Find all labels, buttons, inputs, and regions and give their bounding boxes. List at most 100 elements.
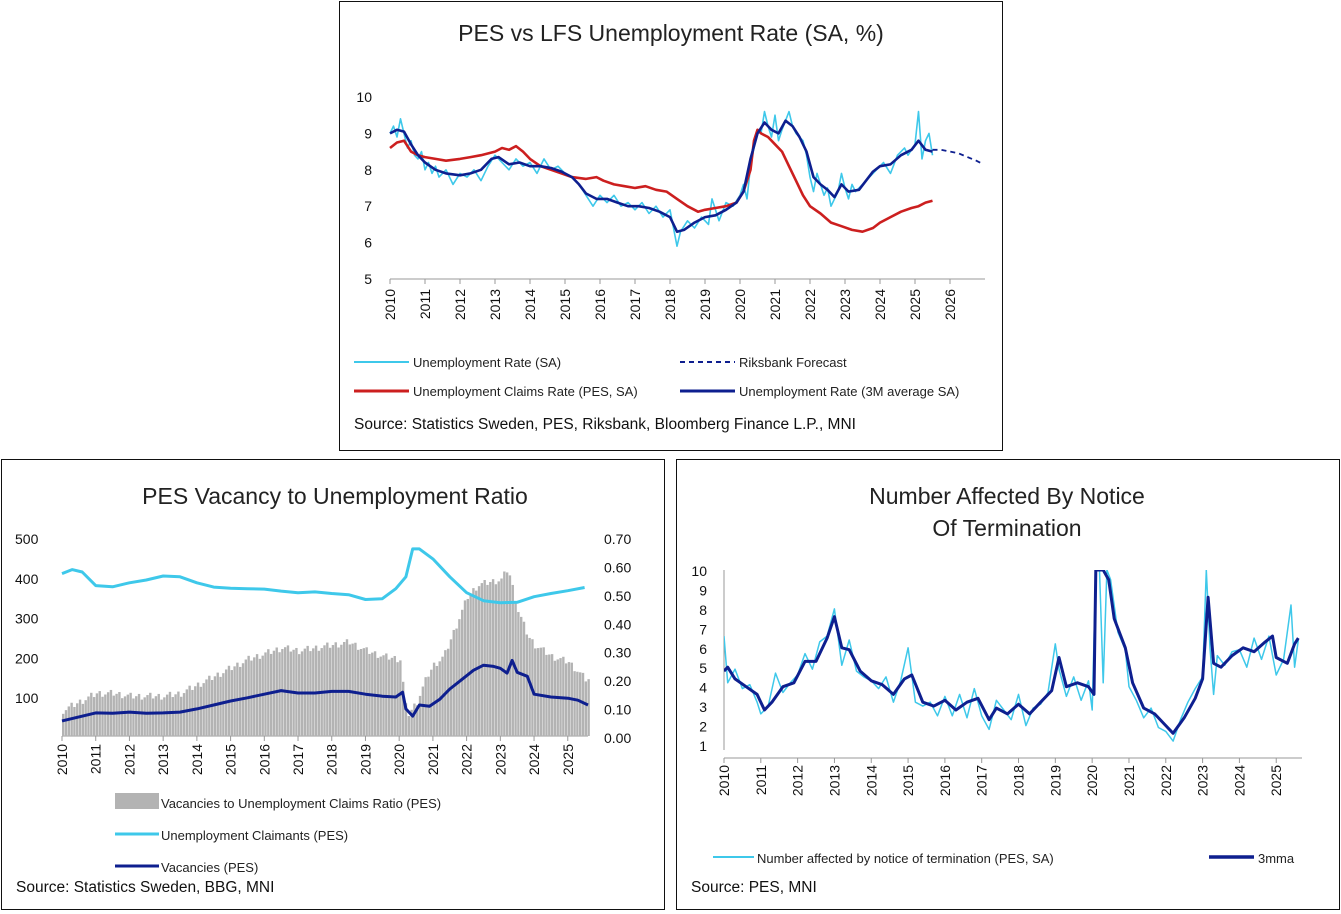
x-tick-label: 2023	[1195, 765, 1211, 796]
ratio-bar	[160, 699, 163, 736]
ratio-bar	[154, 696, 158, 736]
y-tick-label: 5	[364, 271, 372, 287]
ratio-bar	[137, 693, 141, 736]
ratio-bar	[483, 580, 486, 736]
ratio-bar	[430, 669, 433, 736]
source-note: Source: Statistics Sweden, PES, Riksbank…	[354, 416, 856, 433]
ratio-bar	[126, 694, 130, 736]
chart-panel-notice-of-termination: Number Affected By Notice Of Termination …	[676, 459, 1340, 910]
ratio-bar	[239, 666, 242, 736]
ratio-bar	[508, 575, 512, 736]
ratio-bar	[410, 709, 413, 736]
chart-svg-2: PES Vacancy to Unemployment Ratio 100 200…	[15, 483, 631, 896]
ratio-bar	[407, 716, 410, 736]
series-line-3mma	[724, 570, 1300, 735]
x-tick-label: 2021	[1121, 765, 1137, 796]
series-line-vacancies-pes-	[61, 658, 589, 723]
y-right-tick-label: 0.40	[604, 616, 631, 632]
ratio-bar	[115, 693, 118, 736]
source-note: Source: PES, MNI	[691, 879, 817, 896]
y-tick-label: 9	[699, 582, 707, 598]
ratio-bar	[458, 619, 461, 736]
ratio-bar	[385, 653, 388, 736]
y-tick-label: 7	[699, 621, 707, 637]
ratio-bar	[480, 583, 484, 736]
ratio-bar	[84, 700, 87, 736]
ratio-bar	[587, 679, 590, 736]
y-right-tick-label: 0.30	[604, 645, 631, 661]
x-tick-label: 2013	[487, 289, 503, 320]
x-tick-label: 2012	[790, 765, 806, 796]
ratio-bar	[505, 572, 509, 736]
ratio-bar	[104, 694, 107, 736]
ratio-bar	[469, 593, 472, 736]
chart-svg-1: PES vs LFS Unemployment Rate (SA, %) 5 6 7…	[354, 20, 985, 433]
y-left-tick-label: 200	[15, 650, 39, 666]
x-tick-label: 2016	[937, 765, 953, 796]
y-tick-label: 4	[699, 680, 707, 696]
chart-panel-vacancy-ratio: PES Vacancy to Unemployment Ratio 100 200…	[1, 459, 665, 910]
ratio-bar	[247, 655, 250, 736]
ratio-bar	[522, 621, 526, 736]
ratio-bar	[177, 691, 180, 736]
legend-label: 3mma	[1258, 851, 1295, 866]
ratio-bar	[466, 598, 470, 736]
x-tick-label: 2018	[662, 289, 678, 320]
chart-title: PES Vacancy to Unemployment Ratio	[142, 483, 528, 509]
x-tick-label: 2018	[1011, 765, 1027, 796]
ratio-bar	[146, 695, 149, 736]
ratio-bar	[365, 647, 368, 736]
ratio-bar	[542, 647, 545, 736]
ratio-bar	[112, 695, 115, 736]
x-tick-label: 2026	[942, 289, 958, 320]
y-right-tick-label: 0.10	[604, 702, 631, 718]
chart-title: Number Affected By Notice Of Termination	[869, 483, 1145, 541]
ratio-bar	[534, 648, 537, 736]
ratio-bar	[67, 706, 71, 736]
legend-label: Number affected by notice of termination…	[757, 851, 1054, 866]
ratio-bar	[143, 697, 146, 736]
x-tick-label: 2012	[121, 744, 137, 775]
legend-label: Vacancies to Unemployment Claims Ratio (…	[161, 796, 441, 811]
x-tick-label: 2010	[382, 289, 398, 320]
ratio-bar	[362, 648, 366, 736]
x-tick-label: 2020	[732, 289, 748, 320]
x-tick-label: 2011	[417, 289, 433, 319]
y-right-tick-label: 0.50	[604, 588, 631, 604]
y-tick-label: 10	[356, 89, 372, 105]
ratio-bar	[191, 689, 194, 736]
ratio-bar	[92, 697, 96, 736]
ratio-bar	[564, 663, 568, 736]
ratio-bar	[132, 698, 135, 736]
x-tick-label: 2012	[452, 289, 468, 320]
x-tick-label: 2015	[900, 765, 916, 796]
ratio-bar	[222, 673, 225, 736]
x-tick-label: 2017	[974, 765, 990, 796]
x-tick-label: 2017	[627, 289, 643, 320]
x-tick-label: 2015	[557, 289, 573, 320]
ratio-bar	[334, 642, 337, 736]
y-tick-label: 3	[699, 699, 707, 715]
y-right-tick-label: 0.60	[604, 559, 631, 575]
series-line-unemployment-claims-rate-pes-sa-	[389, 128, 933, 233]
ratio-bar	[500, 578, 503, 736]
chart-svg-3: Number Affected By Notice Of Termination …	[691, 483, 1302, 896]
x-tick-label: 2014	[522, 289, 538, 320]
series-line-riksbank-forecast	[932, 148, 984, 166]
y-tick-label: 1	[699, 738, 707, 754]
x-tick-label: 2022	[802, 289, 818, 320]
ratio-bar	[81, 703, 85, 736]
ratio-bar	[210, 679, 214, 736]
legend-label: Riksbank Forecast	[739, 355, 847, 370]
x-tick-label: 2016	[256, 744, 272, 775]
y-right-tick-label: 0.00	[604, 730, 631, 746]
y-tick-label: 9	[364, 125, 372, 141]
ratio-bar	[345, 639, 349, 736]
ratio-bar	[157, 693, 160, 736]
ratio-bar	[87, 696, 90, 736]
ratio-bar	[326, 642, 329, 736]
ratio-bar	[281, 649, 284, 736]
ratio-bar	[539, 647, 543, 736]
ratio-bar	[135, 696, 138, 736]
ratio-bar	[174, 694, 177, 736]
